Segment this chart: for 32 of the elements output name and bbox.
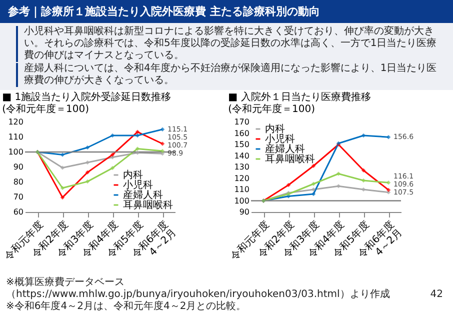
- text: 産婦人科については、令和4年度から不妊治療が保険適用になった影響により、1日当たり医療費の伸びが大きくなっている。: [16, 63, 445, 87]
- legend-label: 小児科: [123, 179, 153, 191]
- y-tick-label: 110: [8, 132, 24, 142]
- y-tick-label: 170: [234, 118, 250, 126]
- y-tick-label: 110: [234, 185, 250, 194]
- y-tick-label: 90: [239, 208, 250, 216]
- legend-label: 産婦人科: [123, 189, 163, 201]
- y-tick-label: 130: [234, 162, 250, 172]
- legend-label: 耳鼻咽喉科: [123, 199, 173, 211]
- y-tick-label: 140: [234, 151, 250, 160]
- y-tick-label: 100: [8, 148, 24, 156]
- y-tick-label: 60: [13, 208, 24, 216]
- y-tick-label: 150: [234, 140, 250, 149]
- text: 参考｜診療所１施設当たり入院外医療費 主たる診療科別の動向: [0, 0, 453, 23]
- y-tick-label: 70: [13, 192, 24, 202]
- text: 小児科や耳鼻咽喉科は新型コロナによる影響を特に大きく受けており、伸び率の変動が大きい。それらの診療科では、令和5年度以降の受診延日数の水準は高く、一方で1日当たり医療費の伸びはマイナスとなっている。: [16, 26, 445, 62]
- legend-label: 産婦人科: [265, 143, 305, 155]
- y-tick-label: 120: [234, 174, 250, 183]
- y-tick-label: 120: [8, 118, 24, 126]
- chart-title: ■ 1施設当たり入院外受診延日数推移(令和元年度＝100): [2, 91, 172, 115]
- y-tick-label: 160: [234, 128, 250, 138]
- y-tick-label: 90: [13, 162, 24, 172]
- y-tick-label: 100: [234, 196, 250, 206]
- legend-label: 内科: [265, 123, 285, 135]
- text: 42: [430, 289, 443, 301]
- chart-title: ■ 入院外１日当たり医療費推移(令和元年度＝100): [228, 91, 371, 115]
- text: ※令和6年度4～2月は、令和元年度4～2月との比較。: [6, 301, 248, 313]
- text: ※概算医療費データベース（https://www.mhlw.go.jp/bunya/iryouhoken/iryouhoken03/03.html）より作成: [6, 277, 390, 300]
- legend-label: 内科: [123, 169, 143, 181]
- legend-label: 耳鼻咽喉科: [265, 153, 315, 165]
- y-tick-label: 80: [13, 178, 24, 186]
- legend-label: 小児科: [265, 133, 295, 145]
